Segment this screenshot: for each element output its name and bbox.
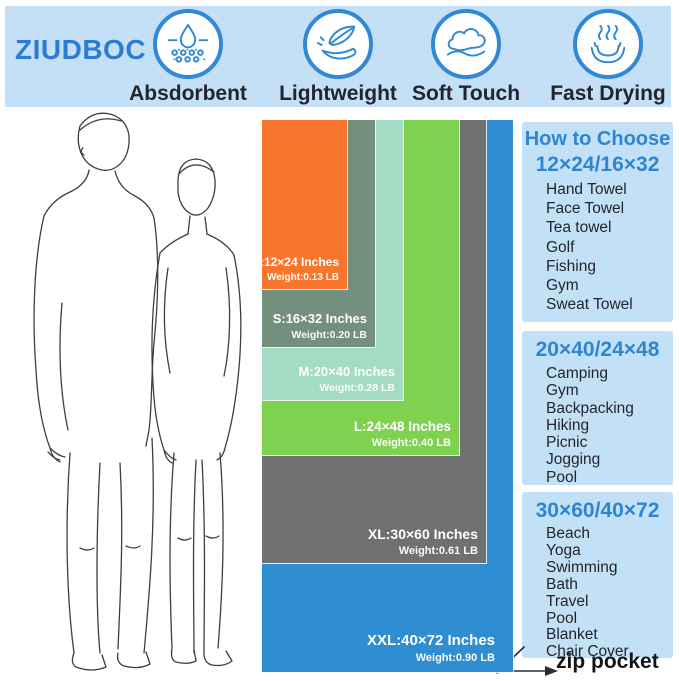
guide-item: Picnic <box>546 434 588 452</box>
feature-label: Absdorbent <box>129 82 247 105</box>
feature-soft-touch: Soft Touch <box>391 9 541 106</box>
guide-item: Travel <box>546 592 589 610</box>
guide-item: Gym <box>546 382 579 400</box>
size-label-block: XL:30×60 Inches Weight:0.61 LB <box>368 526 478 557</box>
human-figures-illustration <box>33 112 242 671</box>
guide-item: Gym <box>546 277 579 295</box>
guide-item: Yoga <box>546 541 581 559</box>
size-name: XL:30×60 Inches <box>367 526 478 542</box>
size-weight: Weight:0.61 LB <box>398 545 478 557</box>
guide-box-1: How to Choose 12×24/16×32 Hand Towel Face T… <box>522 122 673 322</box>
size-weight: Weight:0.20 LB <box>291 329 367 341</box>
guide-size-header: 30×60/40×72 <box>535 499 660 522</box>
guide-item: Beach <box>546 525 590 542</box>
size-label-block: XXL:40×72 Inches Weight:0.90 LB <box>367 632 495 664</box>
size-label-block: S:16×32 Inches Weight:0.20 LB <box>273 311 367 341</box>
header-banner: ZIUDBOC Absdorbent Lightweight Soft Touch F… <box>5 6 671 107</box>
feature-fast-drying: Fast Drying <box>533 9 679 106</box>
guide-item: Golf <box>546 238 575 256</box>
guide-item: Hand Towel <box>546 181 627 198</box>
guide-item: Bath <box>546 575 578 593</box>
guide-item: Tea towel <box>546 219 612 237</box>
guide-item: Chair Cover <box>546 643 629 661</box>
guide-item-list: Camping Gym Backpacking Hiking Picnic Jogging… <box>522 365 673 486</box>
size-name: S:16×32 Inches <box>272 311 367 326</box>
size-weight: Weight:0.28 LB <box>319 382 395 394</box>
size-name: XS:12×24 Inches <box>243 255 339 269</box>
guide-size-header: 20×40/24×48 <box>535 338 660 361</box>
guide-size-header: 12×24/16×32 <box>535 153 660 176</box>
guide-item: Sweat Towel <box>546 296 633 314</box>
guide-item: Fishing <box>546 257 596 275</box>
guide-title: How to Choose <box>524 128 671 150</box>
towel-size-xs: XS:12×24 Inches Weight:0.13 LB <box>244 120 347 289</box>
guide-item: Swimming <box>546 558 618 576</box>
size-name: M:20×40 Inches <box>298 364 395 379</box>
guide-box-3: 30×60/40×72 Beach Yoga Swimming Bath Travel Po… <box>522 492 673 661</box>
guide-item-list: Hand Towel Face Towel Tea towel Golf Fishing… <box>522 180 673 314</box>
guide-box-2: 20×40/24×48 Camping Gym Backpacking Hiking Pi… <box>522 331 673 486</box>
guide-item: Blanket <box>546 626 598 644</box>
feature-label: Lightweight <box>279 82 397 105</box>
woman-figure <box>151 158 242 667</box>
size-label-block: L:24×48 Inches Weight:0.40 LB <box>354 419 451 449</box>
size-label-block: M:20×40 Inches Weight:0.28 LB <box>299 364 395 394</box>
absorbent-icon <box>153 9 223 79</box>
man-figure <box>33 112 159 671</box>
guide-item: Hiking <box>546 416 590 434</box>
guide-item: Backpacking <box>546 399 634 417</box>
size-name: XXL:40×72 Inches <box>367 632 495 649</box>
size-weight: Weight:0.13 LB <box>266 272 339 283</box>
size-weight: Weight:0.40 LB <box>371 437 451 449</box>
feature-label: Fast Drying <box>550 82 666 105</box>
zip-pocket-label: zip pocket <box>556 650 659 673</box>
size-weight: Weight:0.90 LB <box>415 652 495 664</box>
guide-item: Camping <box>546 365 609 382</box>
size-label-block: XS:12×24 Inches Weight:0.13 LB <box>244 255 339 283</box>
feature-absdorbent: Absdorbent <box>113 9 263 106</box>
guide-item: Pool <box>546 609 578 627</box>
steam-icon <box>573 9 643 79</box>
feature-lightweight: Lightweight <box>263 9 413 106</box>
feather-hand-icon <box>303 9 373 79</box>
size-name: L:24×48 Inches <box>353 419 451 434</box>
guide-item: Face Towel <box>546 200 625 218</box>
cloud-icon <box>431 9 501 79</box>
guide-item-list: Beach Yoga Swimming Bath Travel Pool Blanket Ch… <box>522 525 673 661</box>
brand-logo: ZIUDBOC <box>15 34 147 65</box>
feature-label: Soft Touch <box>411 82 521 105</box>
guide-item: Pool <box>546 468 578 486</box>
guide-item: Jogging <box>546 451 601 469</box>
